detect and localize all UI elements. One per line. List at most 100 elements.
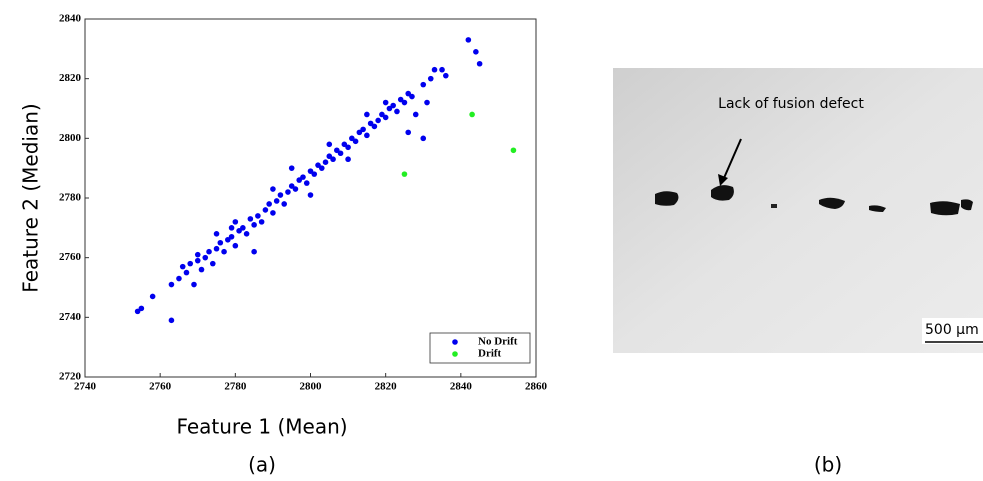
- point: [213, 231, 220, 237]
- point: [405, 129, 412, 136]
- defect: [930, 201, 960, 216]
- point: [176, 275, 182, 282]
- point: [251, 222, 257, 228]
- point: [341, 141, 348, 148]
- point: [225, 236, 231, 243]
- point: [330, 156, 336, 163]
- x-tick-label: 2780: [224, 381, 247, 393]
- point: [356, 129, 363, 136]
- scale-bar-label: 500 µm: [925, 322, 979, 338]
- point: [307, 168, 314, 174]
- plot-frame: [84, 18, 537, 378]
- annotation: Lack of fusion defect: [718, 96, 864, 112]
- y-tick-label: 2720: [59, 371, 82, 383]
- point: [334, 147, 340, 154]
- point: [296, 177, 303, 183]
- point: [379, 111, 385, 118]
- point: [443, 72, 449, 79]
- legend-marker: [452, 351, 458, 357]
- x-tick-label: 2740: [74, 381, 97, 393]
- y-axis-label: Feature 2 (Median): [19, 103, 43, 292]
- x-tick-label: 2760: [149, 381, 172, 393]
- point: [469, 111, 475, 118]
- point: [187, 260, 194, 267]
- point: [191, 281, 197, 288]
- point: [311, 171, 318, 177]
- point: [288, 165, 295, 171]
- point: [424, 99, 430, 106]
- point: [420, 81, 427, 88]
- point: [194, 251, 201, 258]
- point: [281, 201, 287, 207]
- point: [473, 49, 479, 55]
- point: [303, 180, 310, 186]
- point: [194, 257, 201, 264]
- x-tick-label: 2860: [525, 381, 548, 393]
- point: [367, 120, 374, 127]
- point: [232, 242, 239, 249]
- point: [371, 123, 378, 130]
- point: [412, 111, 419, 118]
- point: [266, 201, 272, 207]
- defect: [961, 199, 973, 211]
- point: [476, 60, 483, 67]
- point: [439, 66, 445, 73]
- point: [270, 186, 276, 192]
- point: [315, 162, 321, 168]
- y-tick-label: 2780: [59, 192, 82, 204]
- point: [255, 213, 261, 219]
- defect: [711, 185, 734, 201]
- point: [288, 183, 295, 189]
- point: [138, 305, 145, 312]
- defect: [655, 191, 679, 206]
- point: [273, 198, 280, 204]
- x-axis-label: Feature 1 (Mean): [176, 415, 347, 439]
- point: [262, 207, 269, 213]
- point: [401, 99, 408, 106]
- point: [258, 219, 265, 225]
- legend-label: No Drift: [478, 336, 518, 348]
- y-tick-label: 2800: [59, 132, 82, 144]
- point: [213, 245, 220, 252]
- point: [202, 254, 209, 261]
- legend-label: Drift: [478, 348, 502, 360]
- point: [420, 135, 427, 142]
- defect: [819, 197, 845, 209]
- point: [390, 102, 396, 109]
- y-tick-label: 2820: [59, 72, 82, 84]
- point: [337, 150, 344, 157]
- arrow: [723, 138, 742, 179]
- point: [228, 225, 235, 231]
- point: [386, 105, 393, 112]
- x-tick-label: 2820: [375, 381, 398, 393]
- point: [409, 93, 415, 100]
- point: [375, 117, 381, 124]
- point: [183, 269, 190, 276]
- point: [300, 174, 306, 180]
- point: [405, 90, 412, 97]
- point: [307, 192, 314, 198]
- point: [401, 171, 408, 177]
- point: [168, 317, 175, 324]
- point: [394, 108, 400, 115]
- defect: [869, 205, 886, 212]
- point: [345, 156, 351, 163]
- scale-bar-bg: [922, 318, 983, 344]
- point: [198, 266, 205, 273]
- micrograph-image: [613, 68, 983, 353]
- point: [326, 141, 333, 148]
- point: [364, 132, 370, 139]
- point: [270, 210, 276, 216]
- x-tick-label: 2840: [450, 381, 473, 393]
- y-tick-label: 2740: [59, 311, 82, 323]
- point: [149, 293, 156, 300]
- point: [318, 165, 325, 171]
- point: [247, 216, 254, 222]
- point: [345, 144, 351, 151]
- point: [382, 114, 389, 121]
- point: [382, 99, 389, 106]
- defect: [771, 204, 777, 208]
- point: [168, 281, 175, 288]
